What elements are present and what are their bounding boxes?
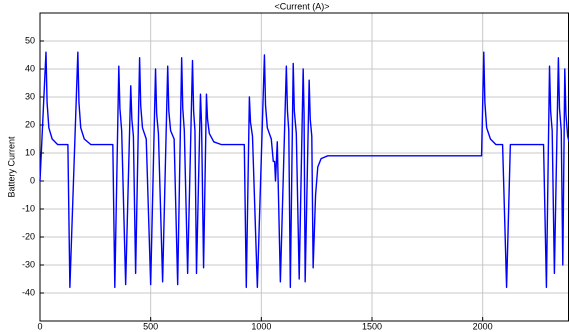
y-tick-label: -20 bbox=[22, 231, 35, 241]
x-tick-label: 1000 bbox=[251, 321, 271, 331]
x-tick-label: 2000 bbox=[473, 321, 493, 331]
x-tick-label: 500 bbox=[143, 321, 158, 331]
x-tick-label: 1500 bbox=[362, 321, 382, 331]
y-tick-label: -10 bbox=[22, 203, 35, 213]
y-tick-label: 0 bbox=[30, 175, 35, 185]
y-axis-label: Battery Current bbox=[6, 136, 16, 198]
data-line bbox=[39, 51, 569, 289]
y-tick-label: -30 bbox=[22, 259, 35, 269]
y-tick-label: 40 bbox=[25, 63, 35, 73]
y-tick-label: 20 bbox=[25, 119, 35, 129]
x-tick-label: 0 bbox=[37, 321, 42, 331]
y-tick-label: 30 bbox=[25, 91, 35, 101]
y-tick-label: 10 bbox=[25, 147, 35, 157]
y-tick-label: -40 bbox=[22, 287, 35, 297]
chart-title: <Current (A)> bbox=[274, 1, 329, 11]
y-tick-label: 50 bbox=[25, 35, 35, 45]
